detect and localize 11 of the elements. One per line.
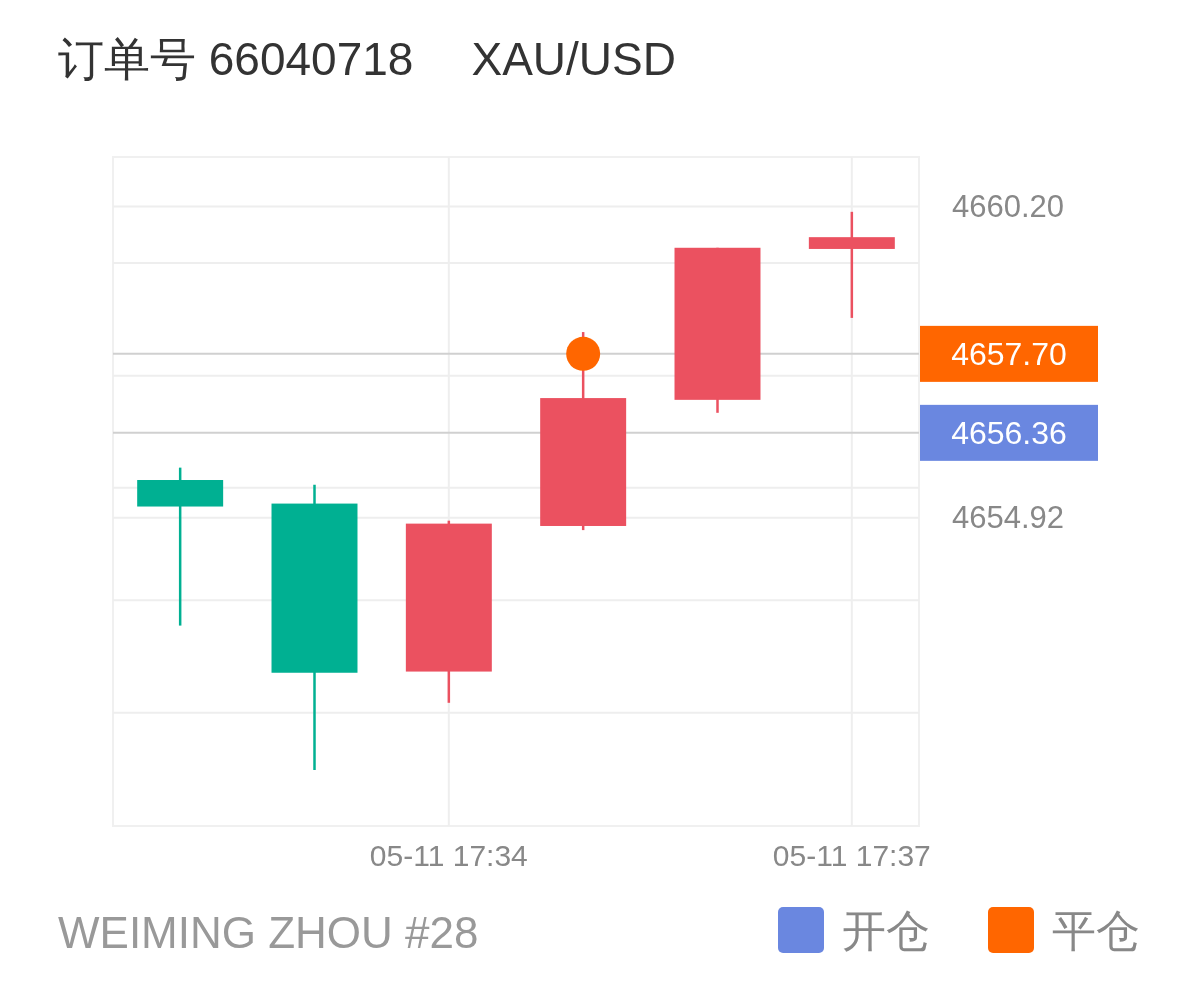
x-tick-label: 05-11 17:37 [772, 839, 931, 872]
x-tick-label: 05-11 17:34 [369, 839, 528, 872]
y-tick-label: 4660.20 [951, 189, 1065, 225]
ref-line-label: 4656.36 [951, 414, 1067, 451]
chart-title: 订单号 66040718 [58, 33, 414, 85]
chart-subtitle: XAU/USD [471, 33, 676, 85]
y-tick-label: 4654.92 [951, 500, 1065, 536]
text: WEIMING ZHOU #28 [58, 908, 479, 957]
ref-line-label: 4657.70 [951, 335, 1067, 372]
legend-label: 平仓 [1052, 905, 1140, 955]
legend-label: 开仓 [842, 905, 930, 955]
